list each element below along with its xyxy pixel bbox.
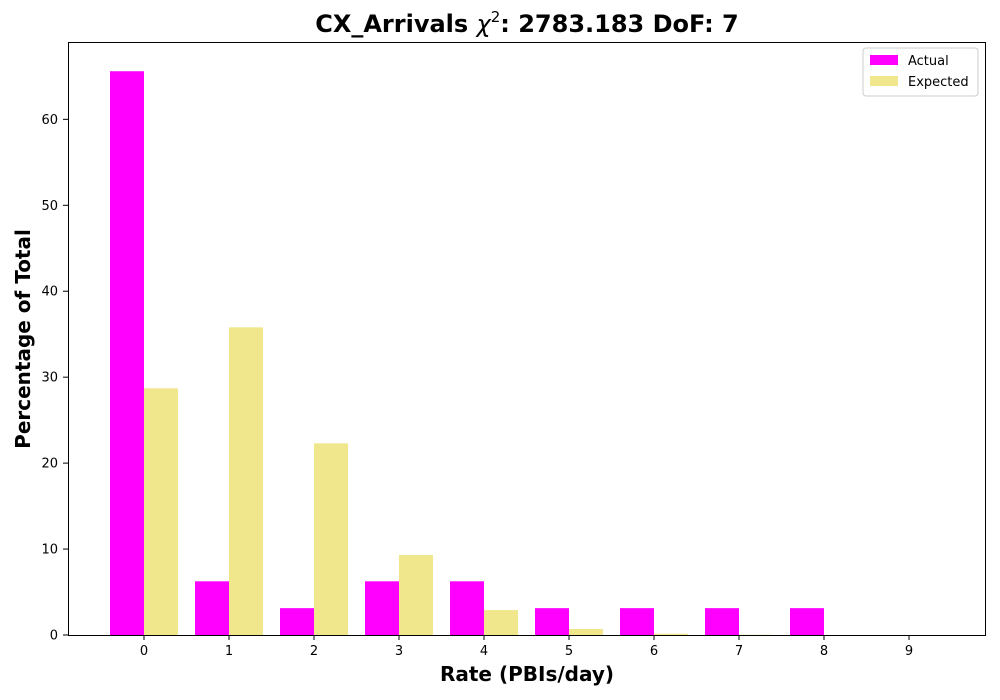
x-tick-label: 1 [225, 644, 233, 659]
y-axis-ticks: 0 10 20 30 40 50 60 [41, 113, 68, 644]
y-tick-label: 60 [41, 113, 58, 128]
y-tick-label: 0 [50, 629, 58, 644]
bar-expected-0 [144, 388, 178, 635]
x-tick-label: 9 [905, 644, 913, 659]
bar-actual-4 [450, 581, 484, 635]
chart-title-chi: χ [475, 10, 492, 38]
bar-actual-6 [620, 608, 654, 635]
chart-title-prefix: CX_Arrivals [315, 10, 476, 38]
bar-actual-7 [705, 608, 739, 635]
y-tick-label: 40 [41, 285, 58, 300]
x-axis-label: Rate (PBIs/day) [440, 662, 614, 686]
y-tick-label: 20 [41, 457, 58, 472]
bar-actual-3 [365, 581, 399, 635]
bar-expected-3 [399, 555, 433, 635]
legend-swatch-expected [870, 76, 898, 86]
chart-title-sup: 2 [491, 8, 501, 26]
y-tick-label: 50 [41, 199, 58, 214]
bar-expected-1 [229, 327, 263, 635]
legend-label-actual: Actual [908, 54, 949, 69]
bar-actual-1 [195, 581, 229, 635]
chart-title: CX_Arrivals χ2: 2783.183 DoF: 7 [315, 8, 739, 38]
bars-group [110, 71, 824, 636]
bar-actual-8 [790, 608, 824, 635]
x-tick-label: 8 [820, 644, 828, 659]
bar-expected-2 [314, 443, 348, 635]
x-tick-label: 6 [650, 644, 658, 659]
x-tick-label: 7 [735, 644, 743, 659]
bar-expected-6 [654, 633, 688, 635]
y-tick-label: 30 [41, 371, 58, 386]
bar-actual-0 [110, 71, 144, 636]
x-axis-ticks: 0 1 2 3 4 5 6 7 8 9 [140, 635, 913, 659]
y-axis-label: Percentage of Total [11, 229, 35, 449]
bar-expected-5 [569, 628, 603, 635]
x-tick-label: 5 [565, 644, 573, 659]
legend-swatch-actual [870, 55, 898, 65]
plot-frame [68, 42, 986, 636]
bar-actual-2 [280, 608, 314, 635]
legend: Actual Expected [862, 47, 979, 97]
x-tick-label: 4 [480, 644, 488, 659]
legend-label-expected: Expected [908, 75, 969, 90]
y-tick-label: 10 [41, 543, 58, 558]
chart-title-suffix: : 2783.183 DoF: 7 [500, 10, 738, 38]
bar-actual-5 [535, 608, 569, 635]
x-tick-label: 2 [310, 644, 318, 659]
bar-expected-4 [484, 610, 518, 635]
x-tick-label: 3 [395, 644, 403, 659]
x-tick-label: 0 [140, 644, 148, 659]
